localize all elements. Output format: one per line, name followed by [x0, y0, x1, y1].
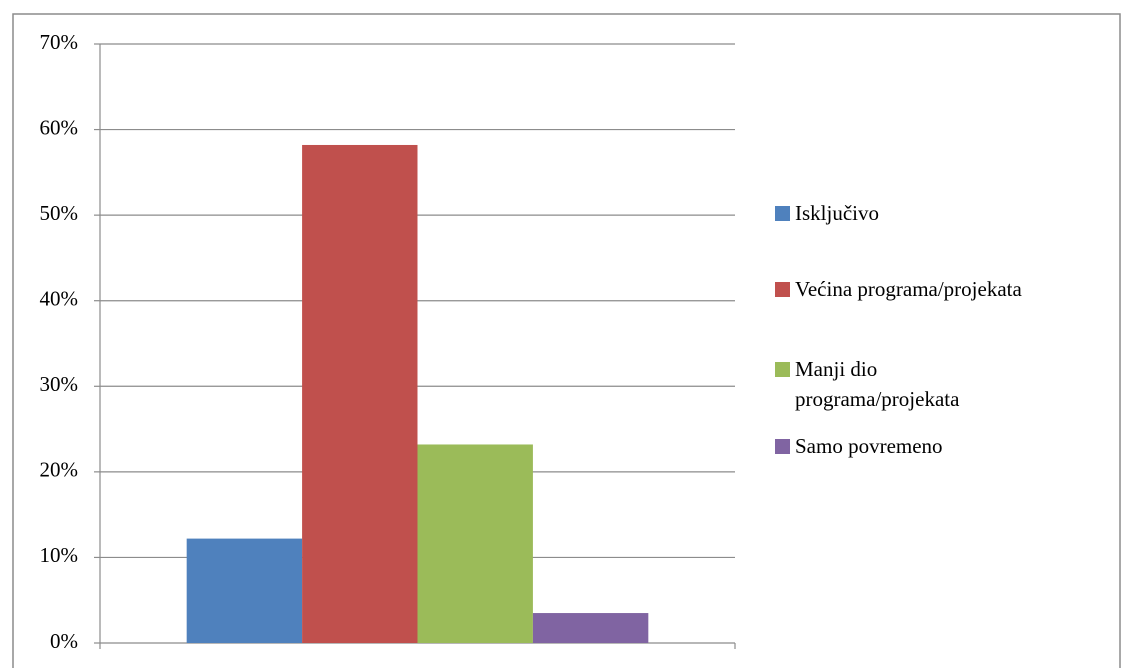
legend-swatch: [775, 362, 790, 377]
legend-label: Isključivo: [795, 201, 879, 225]
bar: [302, 144, 418, 643]
legend-swatch: [775, 206, 790, 221]
y-tick-label: 70%: [40, 30, 79, 54]
chart-frame: [12, 13, 1121, 668]
bar: [532, 613, 649, 643]
y-tick-label: 20%: [40, 458, 79, 482]
y-tick-label: 30%: [40, 372, 79, 396]
bar: [417, 444, 533, 643]
y-tick-label: 50%: [40, 201, 79, 225]
bar: [186, 538, 303, 643]
y-tick-label: 40%: [40, 287, 79, 311]
y-tick-label: 60%: [40, 115, 79, 139]
legend-item: Samo povremeno: [775, 431, 1075, 461]
y-tick-label: 0%: [50, 629, 78, 653]
legend-swatch: [775, 282, 790, 297]
legend-label: Samo povremeno: [795, 434, 943, 458]
legend-label: Manji dio programa/projekata: [795, 357, 960, 411]
legend-item: Manji dio programa/projekata: [775, 354, 1075, 414]
y-tick-label: 10%: [40, 543, 79, 567]
legend-item: Isključivo: [775, 198, 1075, 228]
legend-swatch: [775, 439, 790, 454]
legend-label: Većina programa/projekata: [795, 277, 1022, 301]
legend-item: Većina programa/projekata: [775, 274, 1075, 304]
